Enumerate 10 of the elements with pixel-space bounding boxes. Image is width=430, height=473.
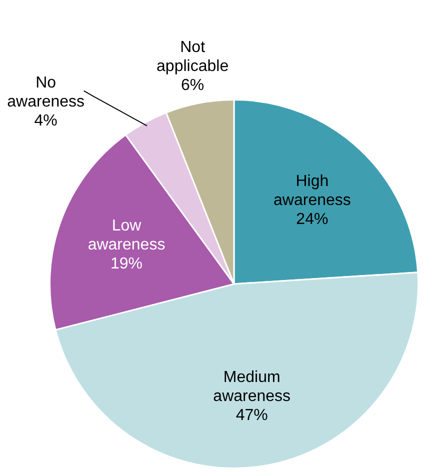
slice-label: Not applicable — [156, 39, 229, 76]
slice-label: Medium awareness — [213, 369, 291, 406]
slice-label: High awareness — [274, 173, 351, 210]
data-label: 19% — [110, 256, 143, 273]
data-label: 24% — [296, 211, 328, 228]
data-label: 6% — [181, 77, 204, 94]
data-label: 4% — [34, 112, 58, 130]
slice-label: No awareness — [7, 74, 85, 111]
slice-label: Low awareness — [88, 218, 166, 254]
data-label: 47% — [236, 407, 268, 424]
